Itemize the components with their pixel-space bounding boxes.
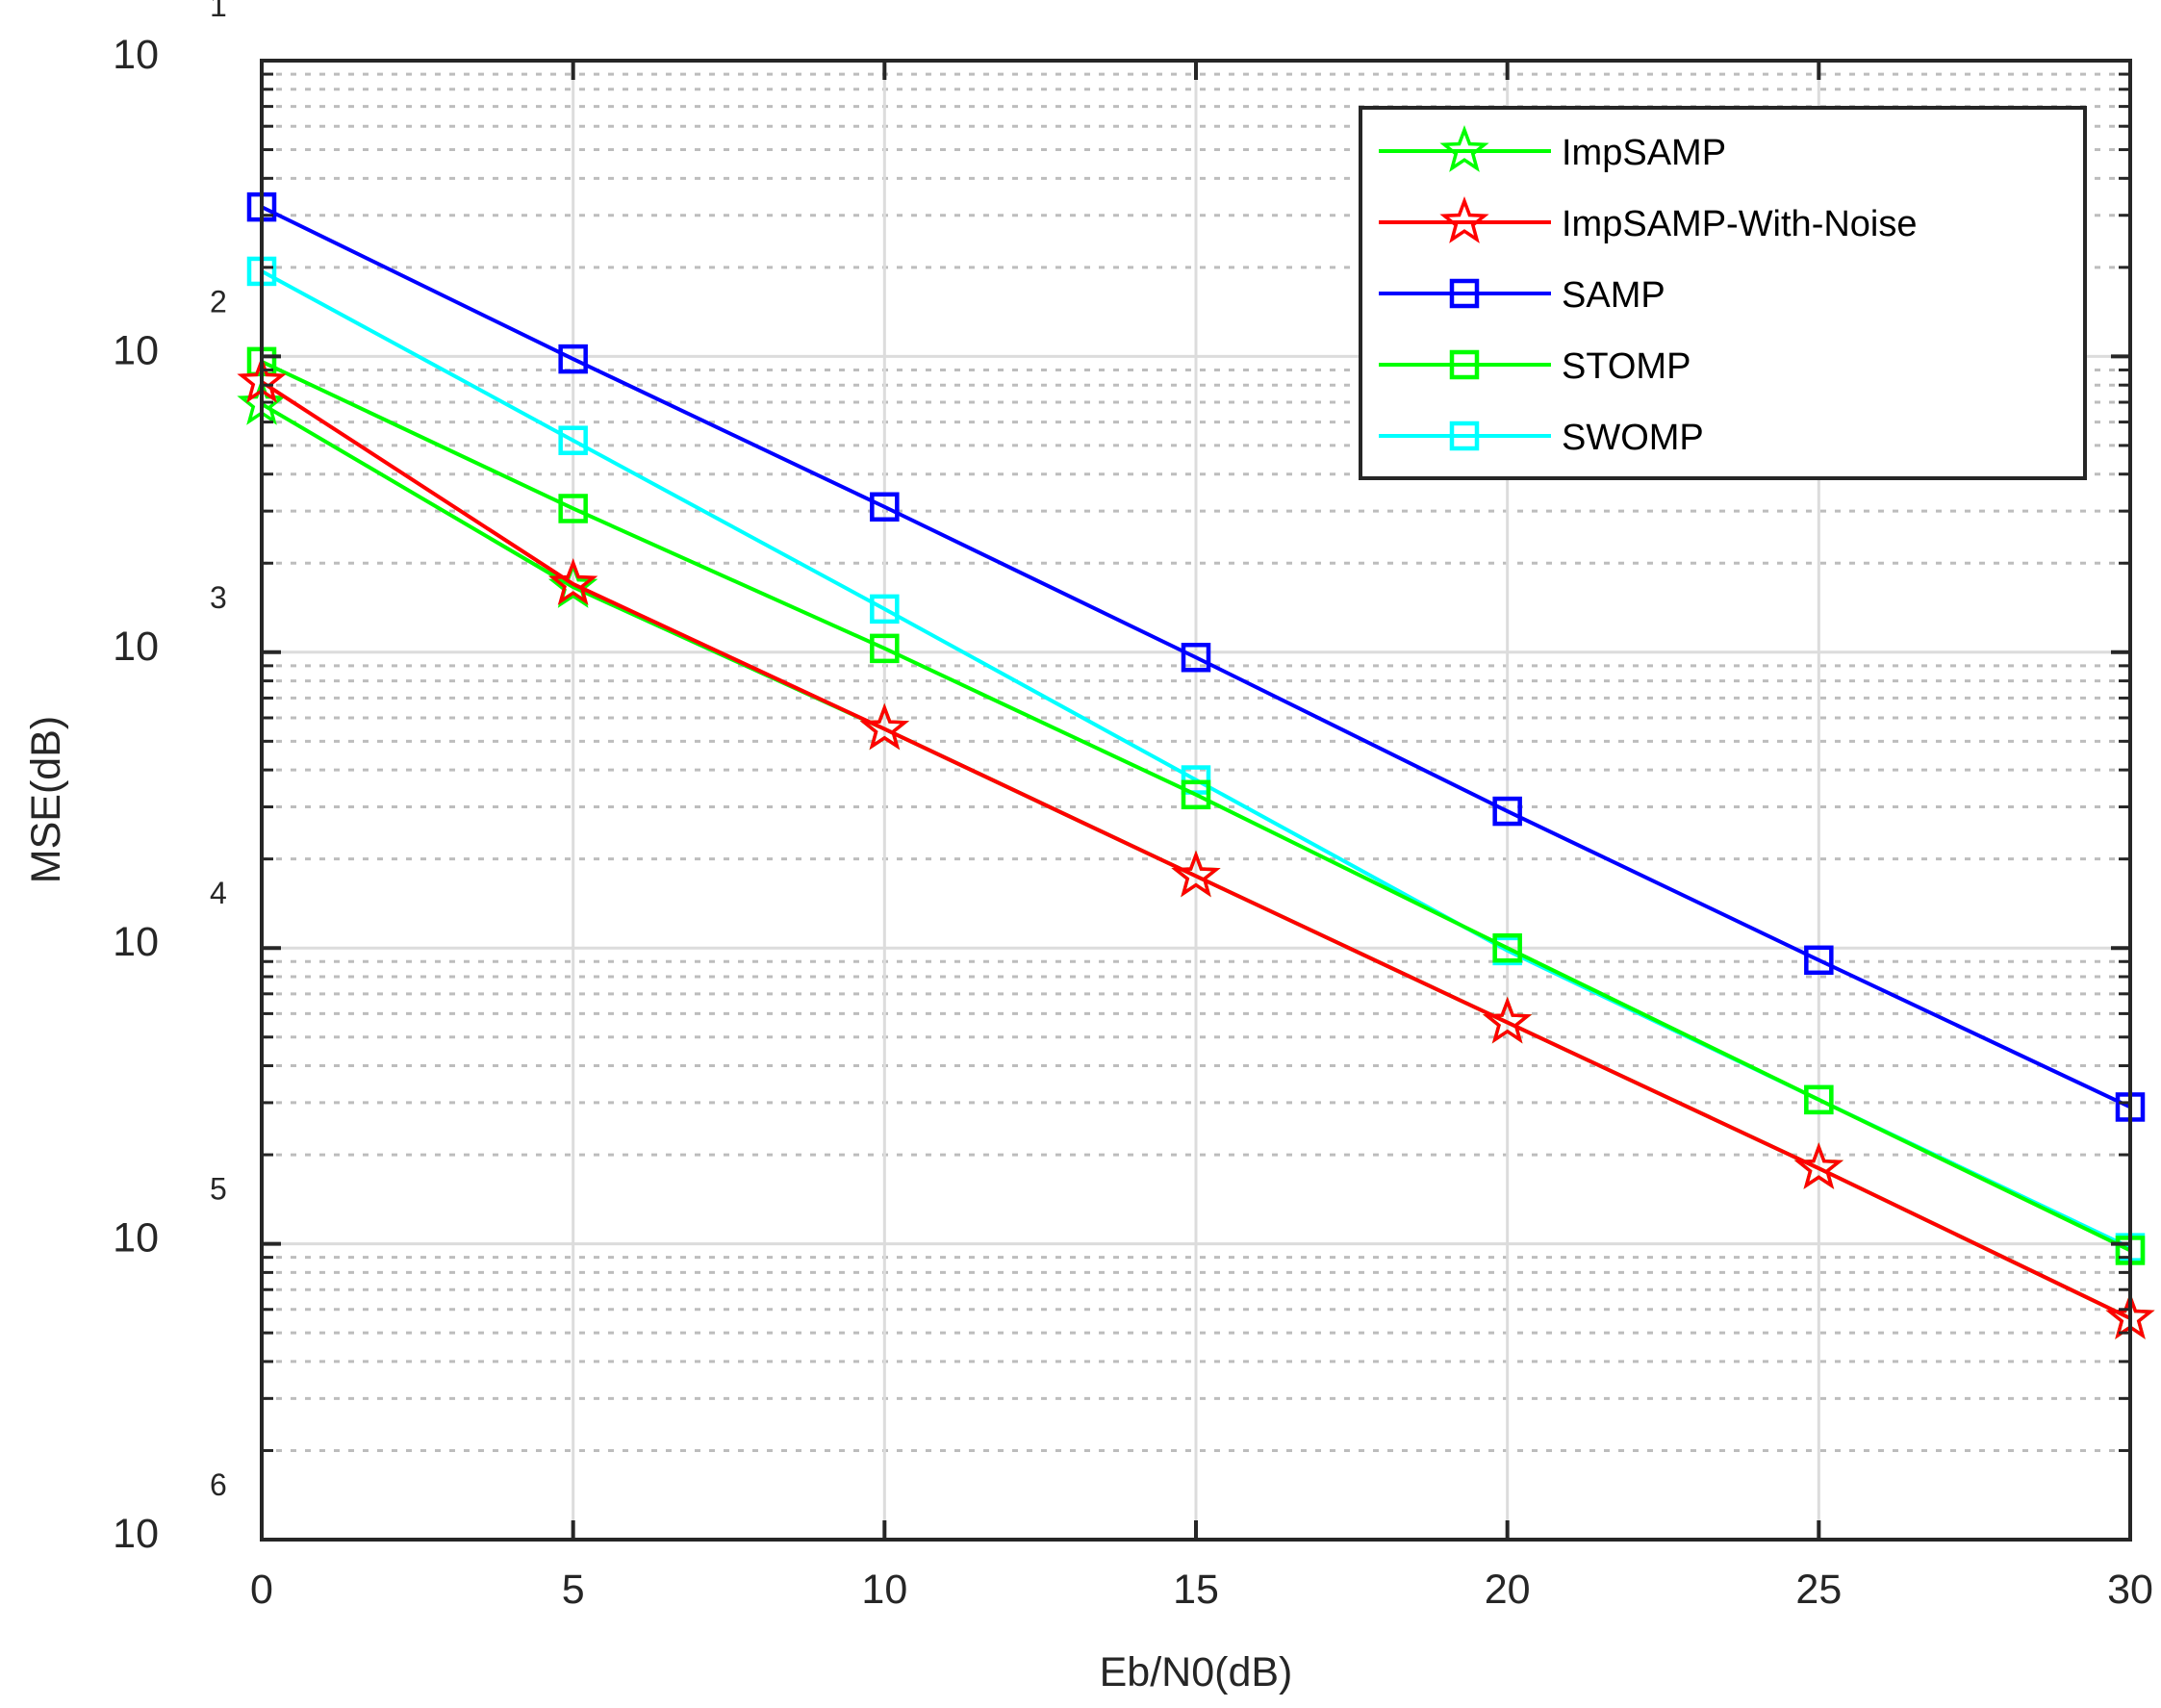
axis-ticks <box>260 59 2132 1542</box>
y-tick-base: 10 <box>113 327 159 373</box>
y-tick-base: 10 <box>113 1511 159 1557</box>
y-tick-exponent: 1 <box>210 0 227 23</box>
star-marker-icon <box>859 702 910 751</box>
star-marker-icon <box>1439 195 1489 243</box>
legend-label: ImpSAMP <box>1562 133 1726 173</box>
x-tick-label: 20 <box>1485 1567 1531 1613</box>
square-marker-icon <box>558 344 588 374</box>
square-marker-icon <box>1449 278 1480 309</box>
square-marker-icon <box>1492 932 1522 963</box>
legend-label: ImpSAMP-With-Noise <box>1562 204 1918 244</box>
square-marker-icon <box>558 494 588 523</box>
square-marker-icon <box>1492 796 1522 827</box>
square-marker-icon <box>1804 1084 1834 1115</box>
y-tick-base: 10 <box>113 624 159 670</box>
legend: ImpSAMP ImpSAMP-With-Noise SAMP STOMP SWOMP <box>1359 106 2087 480</box>
star-marker-icon <box>1793 1142 1844 1189</box>
square-marker-icon <box>1449 349 1480 380</box>
star-marker-icon <box>1171 850 1221 898</box>
y-tick-exponent: 6 <box>210 1467 227 1502</box>
square-marker-icon <box>1804 945 1834 976</box>
square-marker-icon <box>558 425 588 455</box>
square-marker-icon <box>870 633 900 664</box>
y-tick-labels: 10 1 10 2 10 3 10 4 10 5 10 6 <box>113 0 227 1557</box>
series-line <box>261 205 2131 1109</box>
legend-item: ImpSAMP-With-Noise <box>1379 195 1918 244</box>
series-line <box>261 360 2131 1253</box>
legend-item: SWOMP <box>1379 418 1704 458</box>
star-marker-icon <box>1439 124 1489 172</box>
y-tick-base: 10 <box>113 1215 159 1262</box>
x-axis-title: Eb/N0(dB) <box>1100 1649 1293 1695</box>
x-tick-labels: 0 5 10 15 20 25 30 <box>250 1567 2153 1613</box>
x-tick-label: 0 <box>250 1567 273 1613</box>
y-tick-exponent: 5 <box>210 1172 227 1207</box>
y-tick-exponent: 2 <box>210 284 227 319</box>
square-marker-icon <box>1181 642 1211 673</box>
x-tick-label: 30 <box>2107 1567 2153 1613</box>
series-line <box>260 380 2131 1320</box>
square-marker-icon <box>870 594 900 625</box>
square-marker-icon <box>870 492 900 523</box>
x-tick-label: 5 <box>562 1567 585 1613</box>
x-tick-label: 25 <box>1795 1567 1842 1613</box>
square-marker-icon <box>1181 765 1211 795</box>
series-group <box>237 191 2155 1339</box>
legend-label: STOMP <box>1562 346 1691 387</box>
y-tick-base: 10 <box>113 32 159 78</box>
legend-item: STOMP <box>1379 346 1691 387</box>
legend-label: SWOMP <box>1562 418 1704 458</box>
x-tick-label: 15 <box>1173 1567 1219 1613</box>
legend-label: SAMP <box>1562 275 1665 316</box>
legend-item: ImpSAMP <box>1379 124 1726 173</box>
y-tick-exponent: 3 <box>210 580 227 615</box>
square-marker-icon <box>1449 421 1480 451</box>
square-marker-icon <box>1181 779 1211 810</box>
y-tick-exponent: 4 <box>210 876 227 910</box>
legend-item: SAMP <box>1379 275 1665 316</box>
star-marker-icon <box>547 558 598 605</box>
x-tick-label: 10 <box>861 1567 907 1613</box>
y-axis-title: MSE(dB) <box>23 716 69 883</box>
y-tick-base: 10 <box>113 919 159 965</box>
star-marker-icon <box>1482 996 1533 1044</box>
